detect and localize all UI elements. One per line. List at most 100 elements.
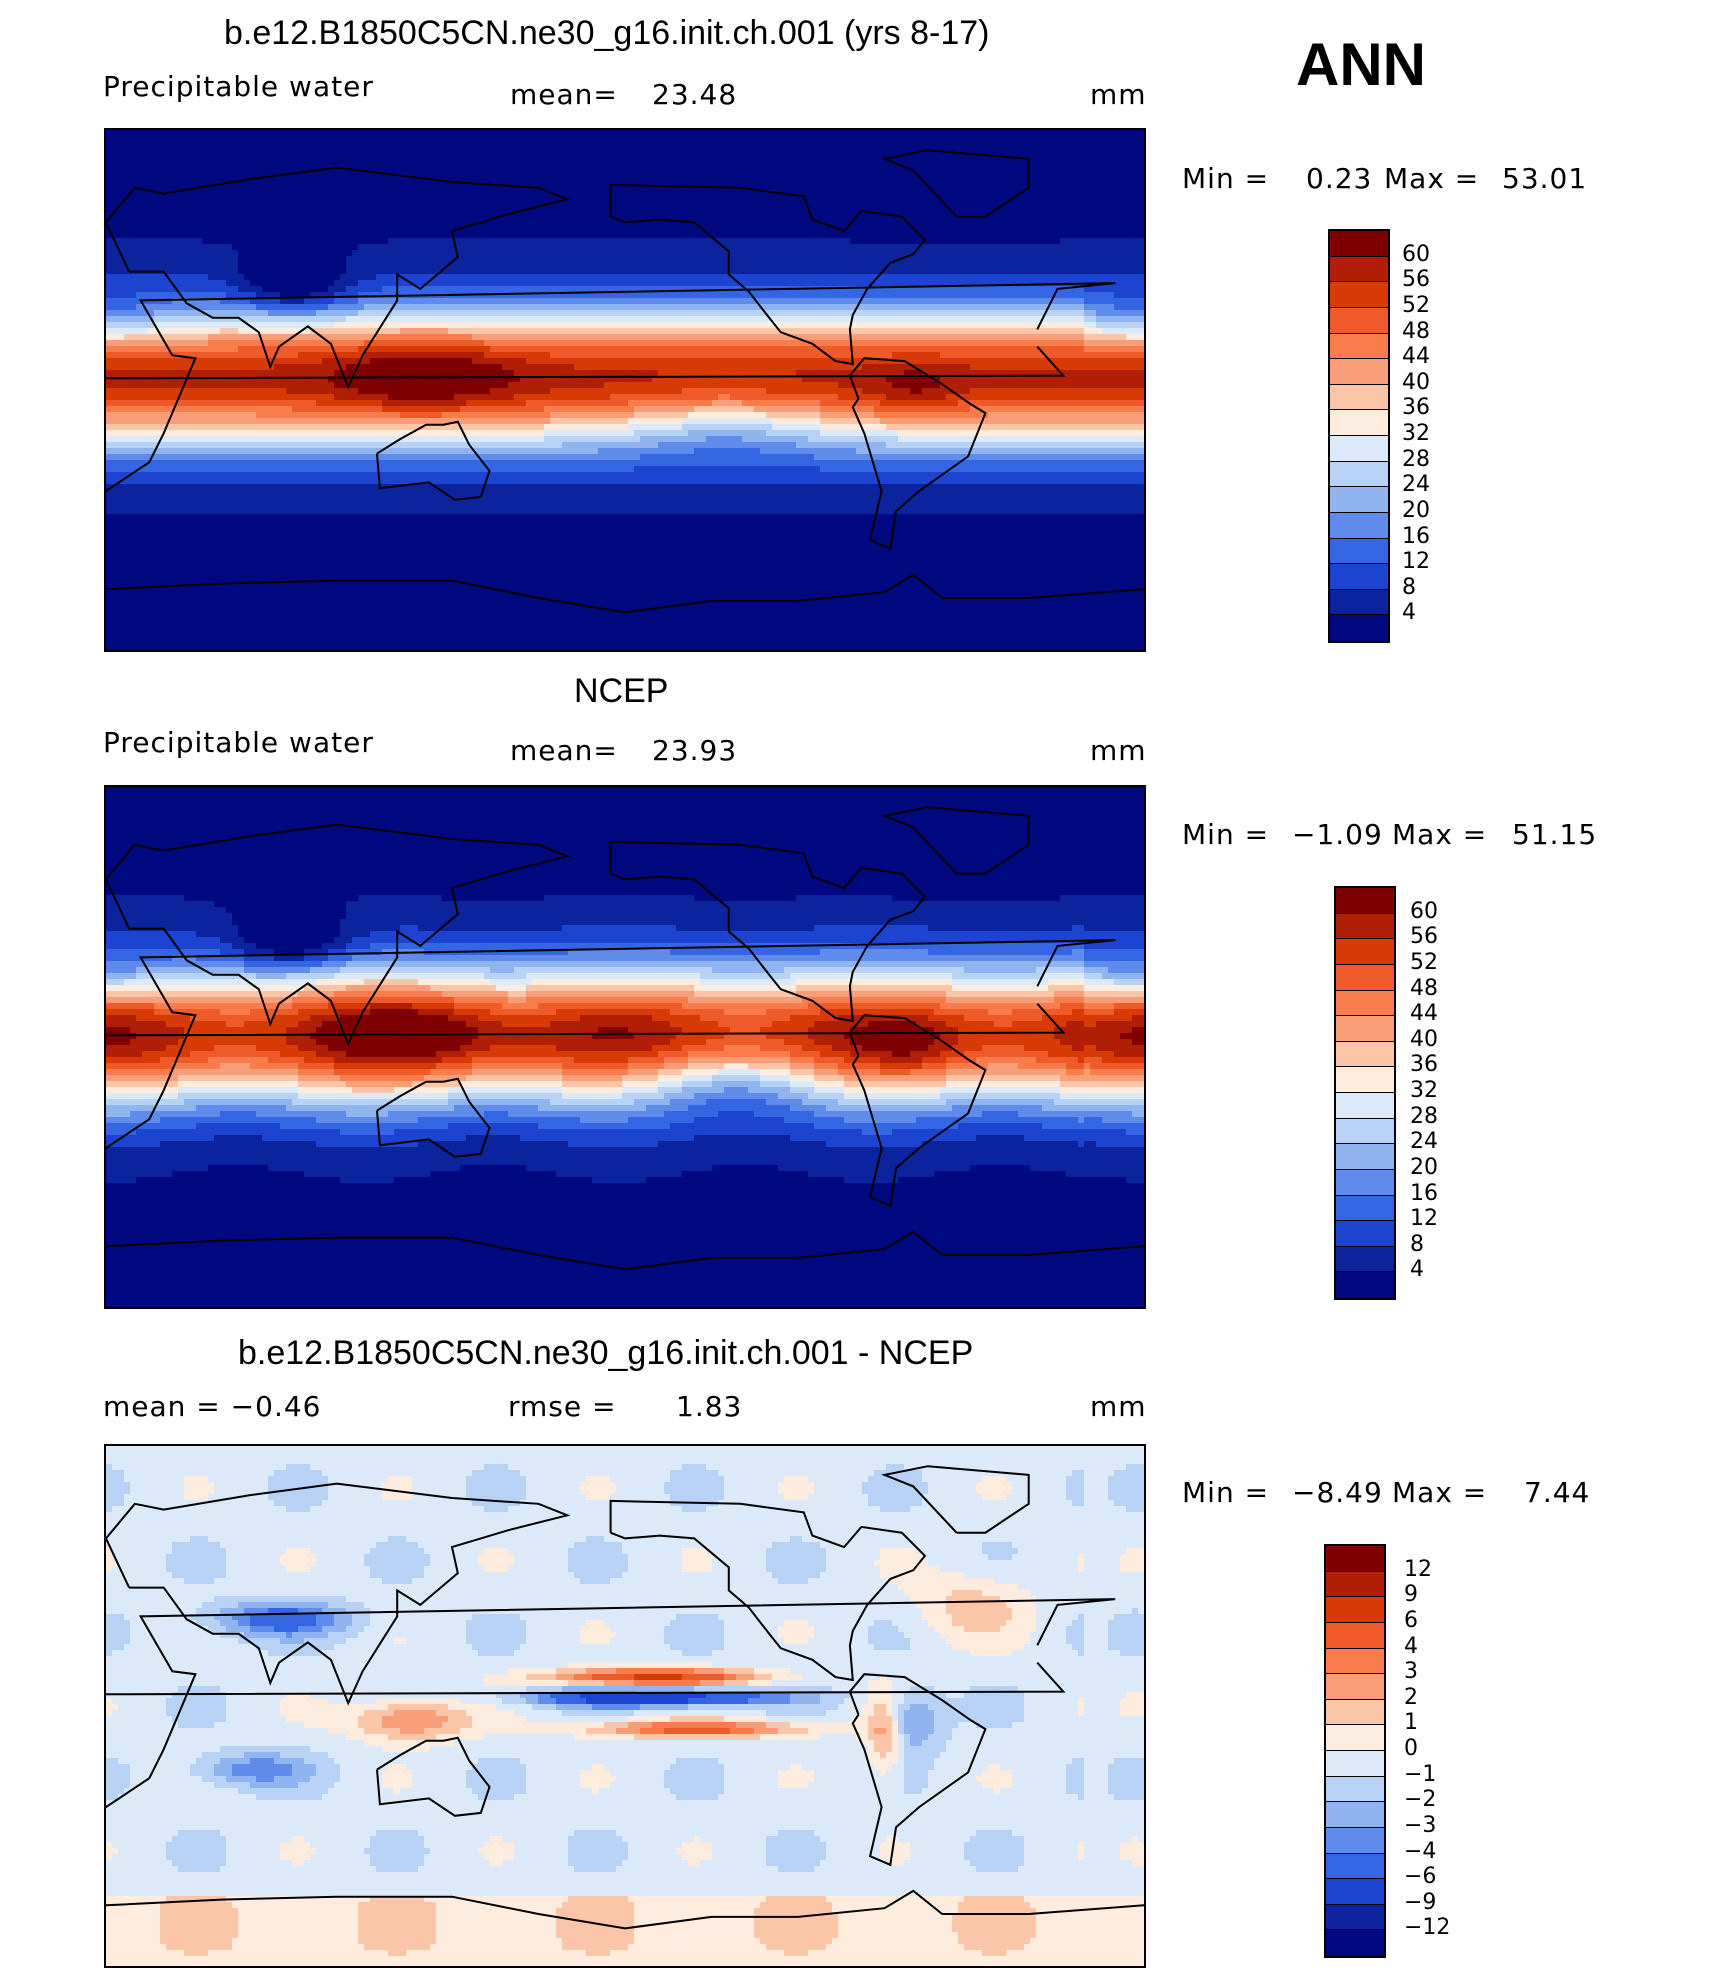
map-contour-cell	[832, 1686, 869, 1693]
map-contour-cell	[772, 1572, 821, 1579]
map-contour-cell	[322, 1500, 473, 1507]
map-contour-cell	[196, 955, 245, 962]
map-contour-cell	[130, 1632, 221, 1639]
map-contour-cell	[202, 238, 389, 245]
map-contour-cell	[658, 370, 797, 377]
map-contour-cell	[700, 1680, 725, 1687]
map-contour-cell	[730, 394, 839, 401]
map-contour-cell	[292, 1632, 329, 1639]
map-contour-cell	[1114, 304, 1144, 311]
map-contour-cell	[580, 1015, 653, 1022]
map-contour-cell	[1084, 1500, 1115, 1507]
map-contour-cell	[316, 1848, 365, 1855]
map-contour-cell	[850, 1027, 935, 1034]
map-contour-cell	[106, 598, 1144, 605]
map-contour-cell	[238, 1908, 359, 1915]
map-contour-cell	[562, 1938, 635, 1945]
map-contour-cell	[436, 1938, 563, 1945]
map-contour-cell	[556, 1171, 683, 1178]
map-contour-cell	[346, 364, 503, 371]
map-contour-cell	[838, 1069, 881, 1076]
map-contour-cell	[808, 1033, 845, 1040]
map-contour-cell	[1102, 1117, 1144, 1124]
map-contour-cell	[892, 1680, 1144, 1687]
map-contour-cell	[334, 280, 359, 287]
map-contour-cell	[826, 1854, 881, 1861]
map-contour-cell	[592, 1674, 635, 1681]
map-contour-cell	[376, 1866, 419, 1873]
map-contour-cell	[1024, 1698, 1079, 1705]
map-contour-cell	[694, 406, 755, 413]
map-contour-cell	[808, 1620, 875, 1627]
map-contour-cell	[226, 1854, 281, 1861]
map-contour-cell	[220, 1686, 527, 1693]
colorbar-tick-label: 20	[1410, 1154, 1438, 1180]
map-contour-cell	[526, 985, 695, 992]
map-contour-cell	[562, 442, 659, 449]
map-contour-cell	[106, 634, 1144, 641]
map-contour-cell	[106, 1039, 131, 1046]
map-contour-cell	[892, 1686, 911, 1693]
map-contour-cell	[166, 1944, 233, 1951]
map-contour-cell	[106, 901, 215, 908]
map-contour-cell	[670, 1788, 725, 1795]
map-contour-cell	[448, 1099, 551, 1106]
map-contour-cell	[1084, 991, 1144, 998]
map-contour-cell	[106, 1650, 113, 1657]
map-contour-cell	[490, 979, 533, 986]
map-contour-cell	[382, 1776, 413, 1783]
map-contour-cell	[106, 1183, 1144, 1190]
map-contour-cell	[760, 1075, 791, 1082]
map-contour-cell	[622, 1836, 695, 1843]
map-contour-cell	[238, 328, 311, 335]
map-contour-cell	[574, 1542, 623, 1549]
map-contour-cell	[124, 1476, 185, 1483]
panel-1-min-label: Min =	[1182, 162, 1270, 195]
map-contour-cell	[1060, 895, 1144, 902]
map-contour-cell	[478, 1848, 515, 1855]
map-contour-cell	[964, 1015, 1043, 1022]
map-contour-cell	[964, 1572, 1144, 1579]
map-contour-cell	[1096, 322, 1144, 329]
map-contour-cell	[226, 1842, 281, 1849]
map-contour-cell	[1066, 1069, 1085, 1076]
map-contour-cell	[106, 400, 317, 407]
map-contour-cell	[106, 574, 1144, 581]
map-contour-cell	[520, 1500, 671, 1507]
map-contour-cell	[730, 1027, 761, 1034]
map-contour-cell	[958, 1039, 1061, 1046]
map-contour-cell	[400, 412, 443, 419]
map-contour-cell	[346, 913, 1144, 920]
map-contour-cell	[184, 1033, 287, 1040]
colorbar-tick-label: 16	[1410, 1180, 1438, 1206]
map-contour-cell	[130, 1027, 185, 1034]
map-contour-cell	[868, 1734, 893, 1741]
map-contour-cell	[688, 412, 767, 419]
map-contour-cell	[670, 1021, 719, 1028]
map-contour-cell	[106, 436, 545, 443]
colorbar-tick-label: 8	[1402, 574, 1416, 600]
map-contour-cell	[454, 1105, 539, 1112]
map-contour-cell	[688, 1051, 791, 1058]
map-contour-cell	[814, 1111, 983, 1118]
map-contour-cell	[106, 1201, 1144, 1208]
coastline	[376, 1736, 491, 1817]
map-contour-cell	[562, 1081, 623, 1088]
map-contour-cell	[784, 967, 965, 974]
map-contour-cell	[106, 568, 1144, 575]
map-contour-cell	[106, 322, 155, 329]
map-contour-cell	[1084, 1069, 1091, 1076]
map-contour-cell	[838, 382, 893, 389]
map-contour-cell	[1084, 1842, 1121, 1849]
map-contour-cell	[106, 823, 1144, 830]
map-contour-cell	[874, 1620, 893, 1627]
map-contour-cell	[922, 370, 1144, 377]
map-contour-cell	[682, 418, 773, 425]
map-contour-cell	[472, 358, 527, 365]
map-contour-cell	[106, 1141, 161, 1148]
map-contour-cell	[106, 1824, 1144, 1831]
map-contour-cell	[556, 1045, 653, 1052]
map-contour-cell	[514, 967, 713, 974]
map-contour-cell	[634, 1099, 671, 1106]
map-contour-cell	[880, 400, 959, 407]
